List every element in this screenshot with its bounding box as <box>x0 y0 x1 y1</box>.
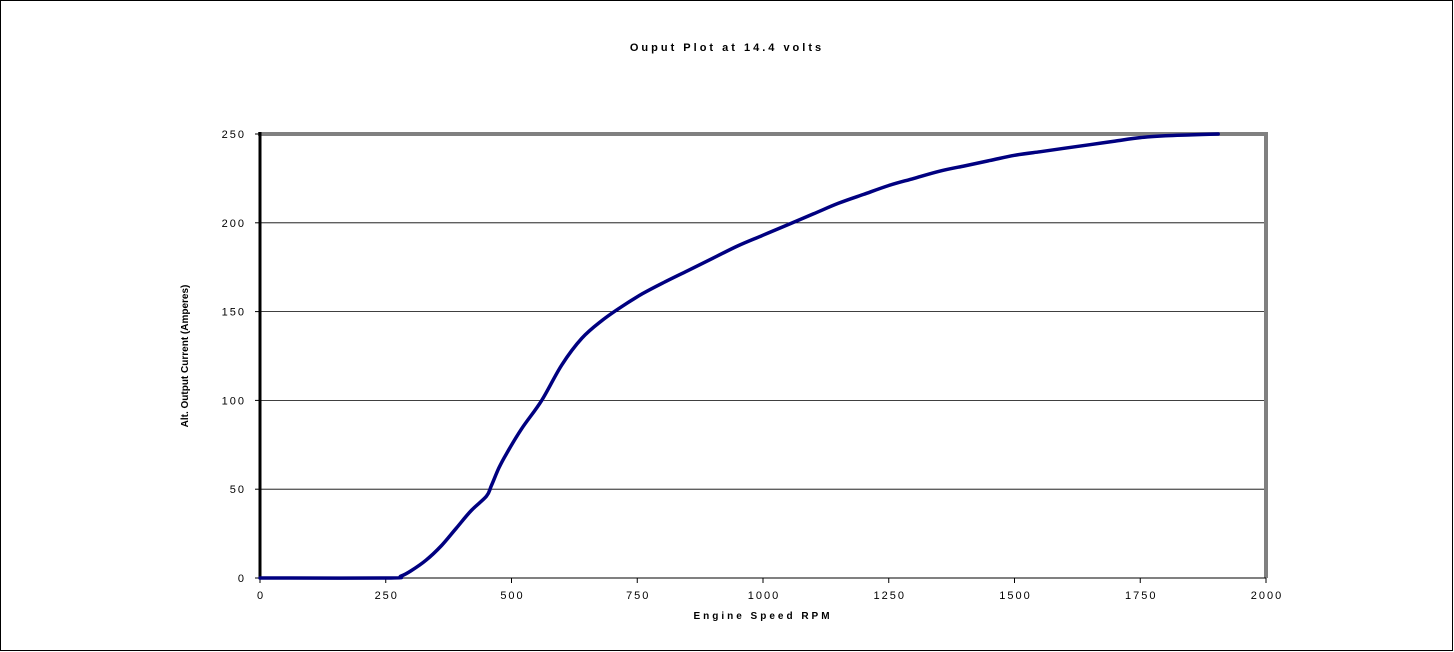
gridlines <box>260 222 1266 490</box>
x-tick-label: 750 <box>626 590 650 602</box>
y-tick-label: 250 <box>222 129 246 141</box>
y-tick-label: 0 <box>238 573 246 585</box>
x-tick-label: 1000 <box>748 590 780 602</box>
y-tick-label: 100 <box>222 395 246 407</box>
y-tick-label: 150 <box>222 307 246 319</box>
series-layer <box>258 132 1220 580</box>
x-tick-label: 0 <box>257 590 265 602</box>
y-tick-label: 200 <box>222 218 246 230</box>
y-axis-label: Alt. Output Current (Amperes) <box>180 285 191 428</box>
x-tick-label: 250 <box>375 590 399 602</box>
plot-area: 0 50 100 150 200 250 0 250 500 750 1000 1250 1500 17… <box>222 129 1283 602</box>
x-tick-label: 1500 <box>999 590 1031 602</box>
x-tick-label: 2000 <box>1251 590 1283 602</box>
x-tick-label: 1750 <box>1125 590 1157 602</box>
series-line <box>258 132 1220 580</box>
x-tick-label: 500 <box>500 590 524 602</box>
y-axis-ticks: 0 50 100 150 200 250 <box>222 129 260 585</box>
x-tick-label: 1250 <box>874 590 906 602</box>
plot-background <box>260 134 1266 578</box>
chart-title: Ouput Plot at 14.4 volts <box>630 42 824 54</box>
y-tick-label: 50 <box>230 484 246 496</box>
x-axis-ticks: 0 250 500 750 1000 1250 1500 1750 2000 <box>257 578 1283 602</box>
x-axis-label: Engine Speed RPM <box>693 611 832 622</box>
